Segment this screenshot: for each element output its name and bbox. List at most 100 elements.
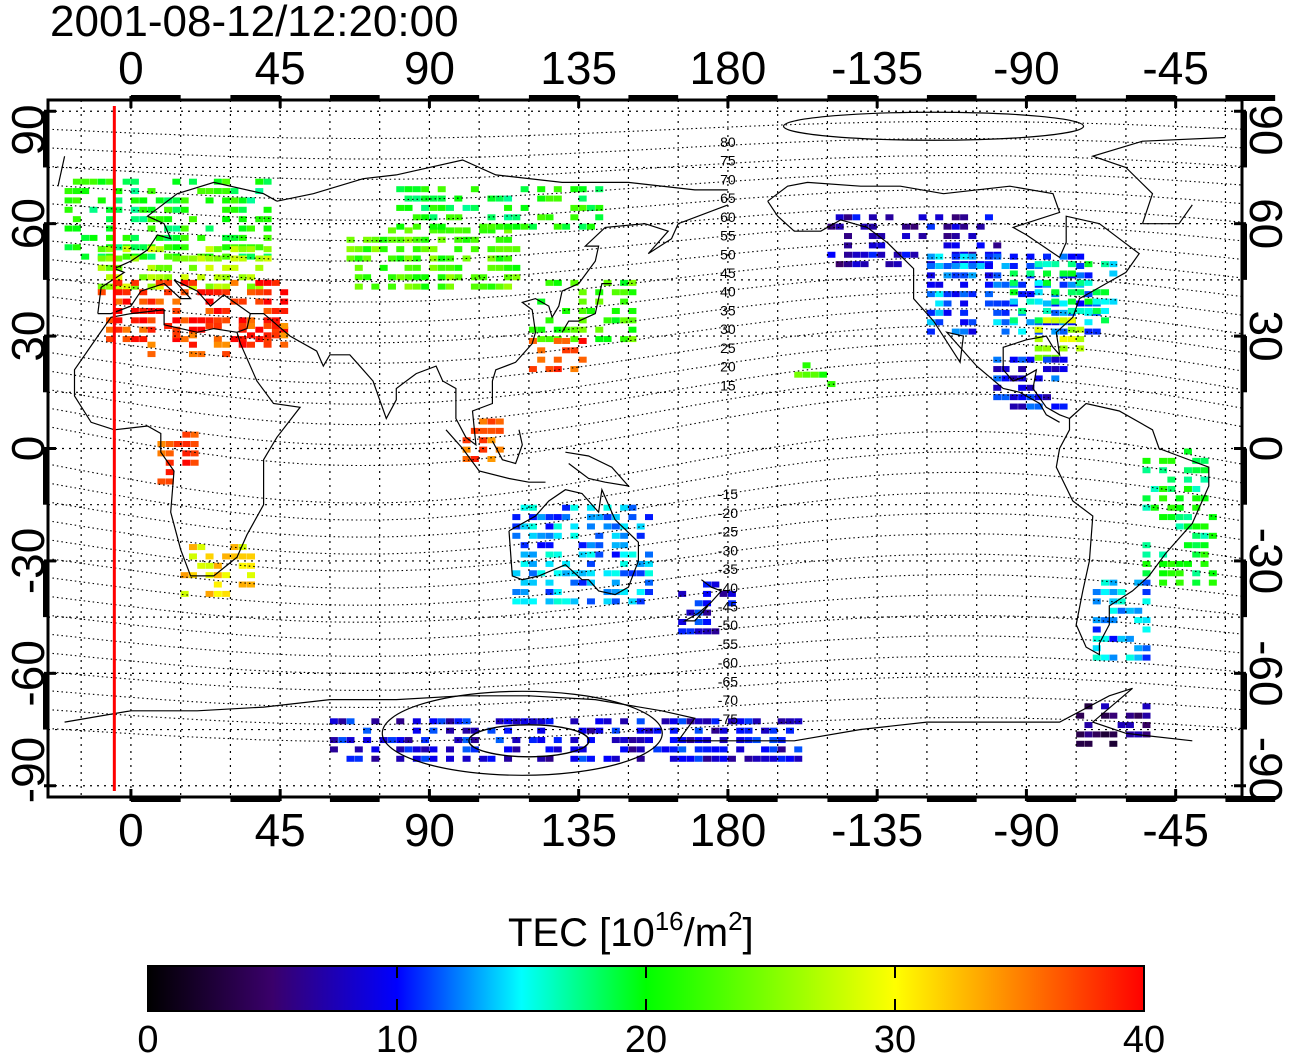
tec-cell [537,195,546,202]
tec-cell [197,188,206,195]
tec-cell [429,204,438,211]
tec-cell [669,727,678,734]
tec-cell [528,598,537,605]
tec-cell [1043,307,1051,314]
tec-cell [247,274,255,281]
tec-cell [960,309,969,316]
tec-cell [935,253,944,260]
frame-band [1241,336,1247,393]
tec-cell [164,264,173,271]
tec-cell [1150,485,1159,492]
tec-cell [1175,504,1184,511]
tec-cell [1092,589,1101,596]
tec-cell [114,326,123,333]
tec-cell [852,261,861,268]
tec-cell [462,727,471,734]
tec-cell [628,737,637,744]
tec-cell [984,281,993,288]
tec-cell [164,253,173,260]
frame-band [1026,95,1077,101]
tec-cell [686,737,695,744]
tec-cell [213,283,222,290]
tec-cell [1018,366,1027,373]
tec-cell [354,264,363,271]
tec-cell [703,628,712,635]
tec-cell [230,206,239,213]
tec-cell [263,279,272,286]
tec-cell [1092,731,1101,738]
tec-cell [147,246,156,253]
tec-cell [976,263,985,270]
mag-contour [48,614,1242,657]
tec-cell [993,319,1002,326]
tec-cell [620,523,629,530]
tec-cell [487,727,496,734]
tec-cell [537,718,546,725]
tec-cell [528,551,537,558]
tec-cell [1043,345,1051,352]
bottom-lon-label: -135 [831,804,923,856]
tec-cell [1026,298,1035,305]
tec-cell [1200,467,1209,474]
tec-cell [197,544,206,551]
tec-cell [230,544,239,551]
tec-cell [620,336,629,343]
right-lat-label: -90 [1240,737,1292,803]
tec-cell [1101,298,1110,305]
tec-cell [205,289,214,296]
tec-cell [429,195,438,202]
contour-label: -30 [718,542,738,558]
right-lat-label: -30 [1240,528,1292,594]
frame-band [43,336,49,393]
tec-cell [263,307,272,314]
top-lon-label: -90 [993,42,1059,94]
tec-cell [893,261,902,268]
colorbar-tick-label: 20 [625,1019,667,1057]
frame-band [827,796,878,802]
tec-cell [247,581,255,588]
tec-cell [329,737,338,744]
tec-cell [346,718,355,725]
tec-cell [570,532,579,539]
tec-cell [106,274,115,281]
mag-contour [48,512,1242,572]
tec-cell [562,570,571,577]
tec-cell [164,225,173,232]
tec-cell [479,283,488,290]
tec-cell [1183,560,1192,567]
tec-cell [570,746,579,753]
tec-cell [1208,579,1217,586]
colorbar-tick-label: 0 [137,1019,158,1057]
tec-cell [1001,319,1010,326]
tec-cell [1076,326,1085,333]
tec-cell [611,523,620,530]
tec-cell [197,274,206,281]
tec-cell [794,746,803,753]
tec-cell [628,326,637,333]
tec-cell [263,298,272,305]
tec-cell [1051,298,1060,305]
tec-cell [777,746,786,753]
tec-cell [255,279,264,286]
frame-band [43,223,49,280]
tec-cell [960,281,969,288]
tec-cell [520,598,529,605]
tec-cell [570,737,579,744]
tec-cell [504,283,513,290]
tec-cell [387,255,396,262]
tec-cell [852,214,861,221]
contour-label: 20 [720,359,736,375]
tec-cell [1092,617,1101,624]
tec-cell [172,307,181,314]
tec-cell [1200,457,1209,464]
tec-cell [429,746,438,753]
tec-cell [363,246,372,253]
tec-cell [188,279,197,286]
tec-cell [520,186,529,193]
tec-cell [1043,394,1051,401]
tec-cell [603,523,612,530]
tec-cell [570,279,579,286]
tec-cell [188,178,197,185]
tec-cell [744,755,753,762]
tec-cell [545,589,554,596]
